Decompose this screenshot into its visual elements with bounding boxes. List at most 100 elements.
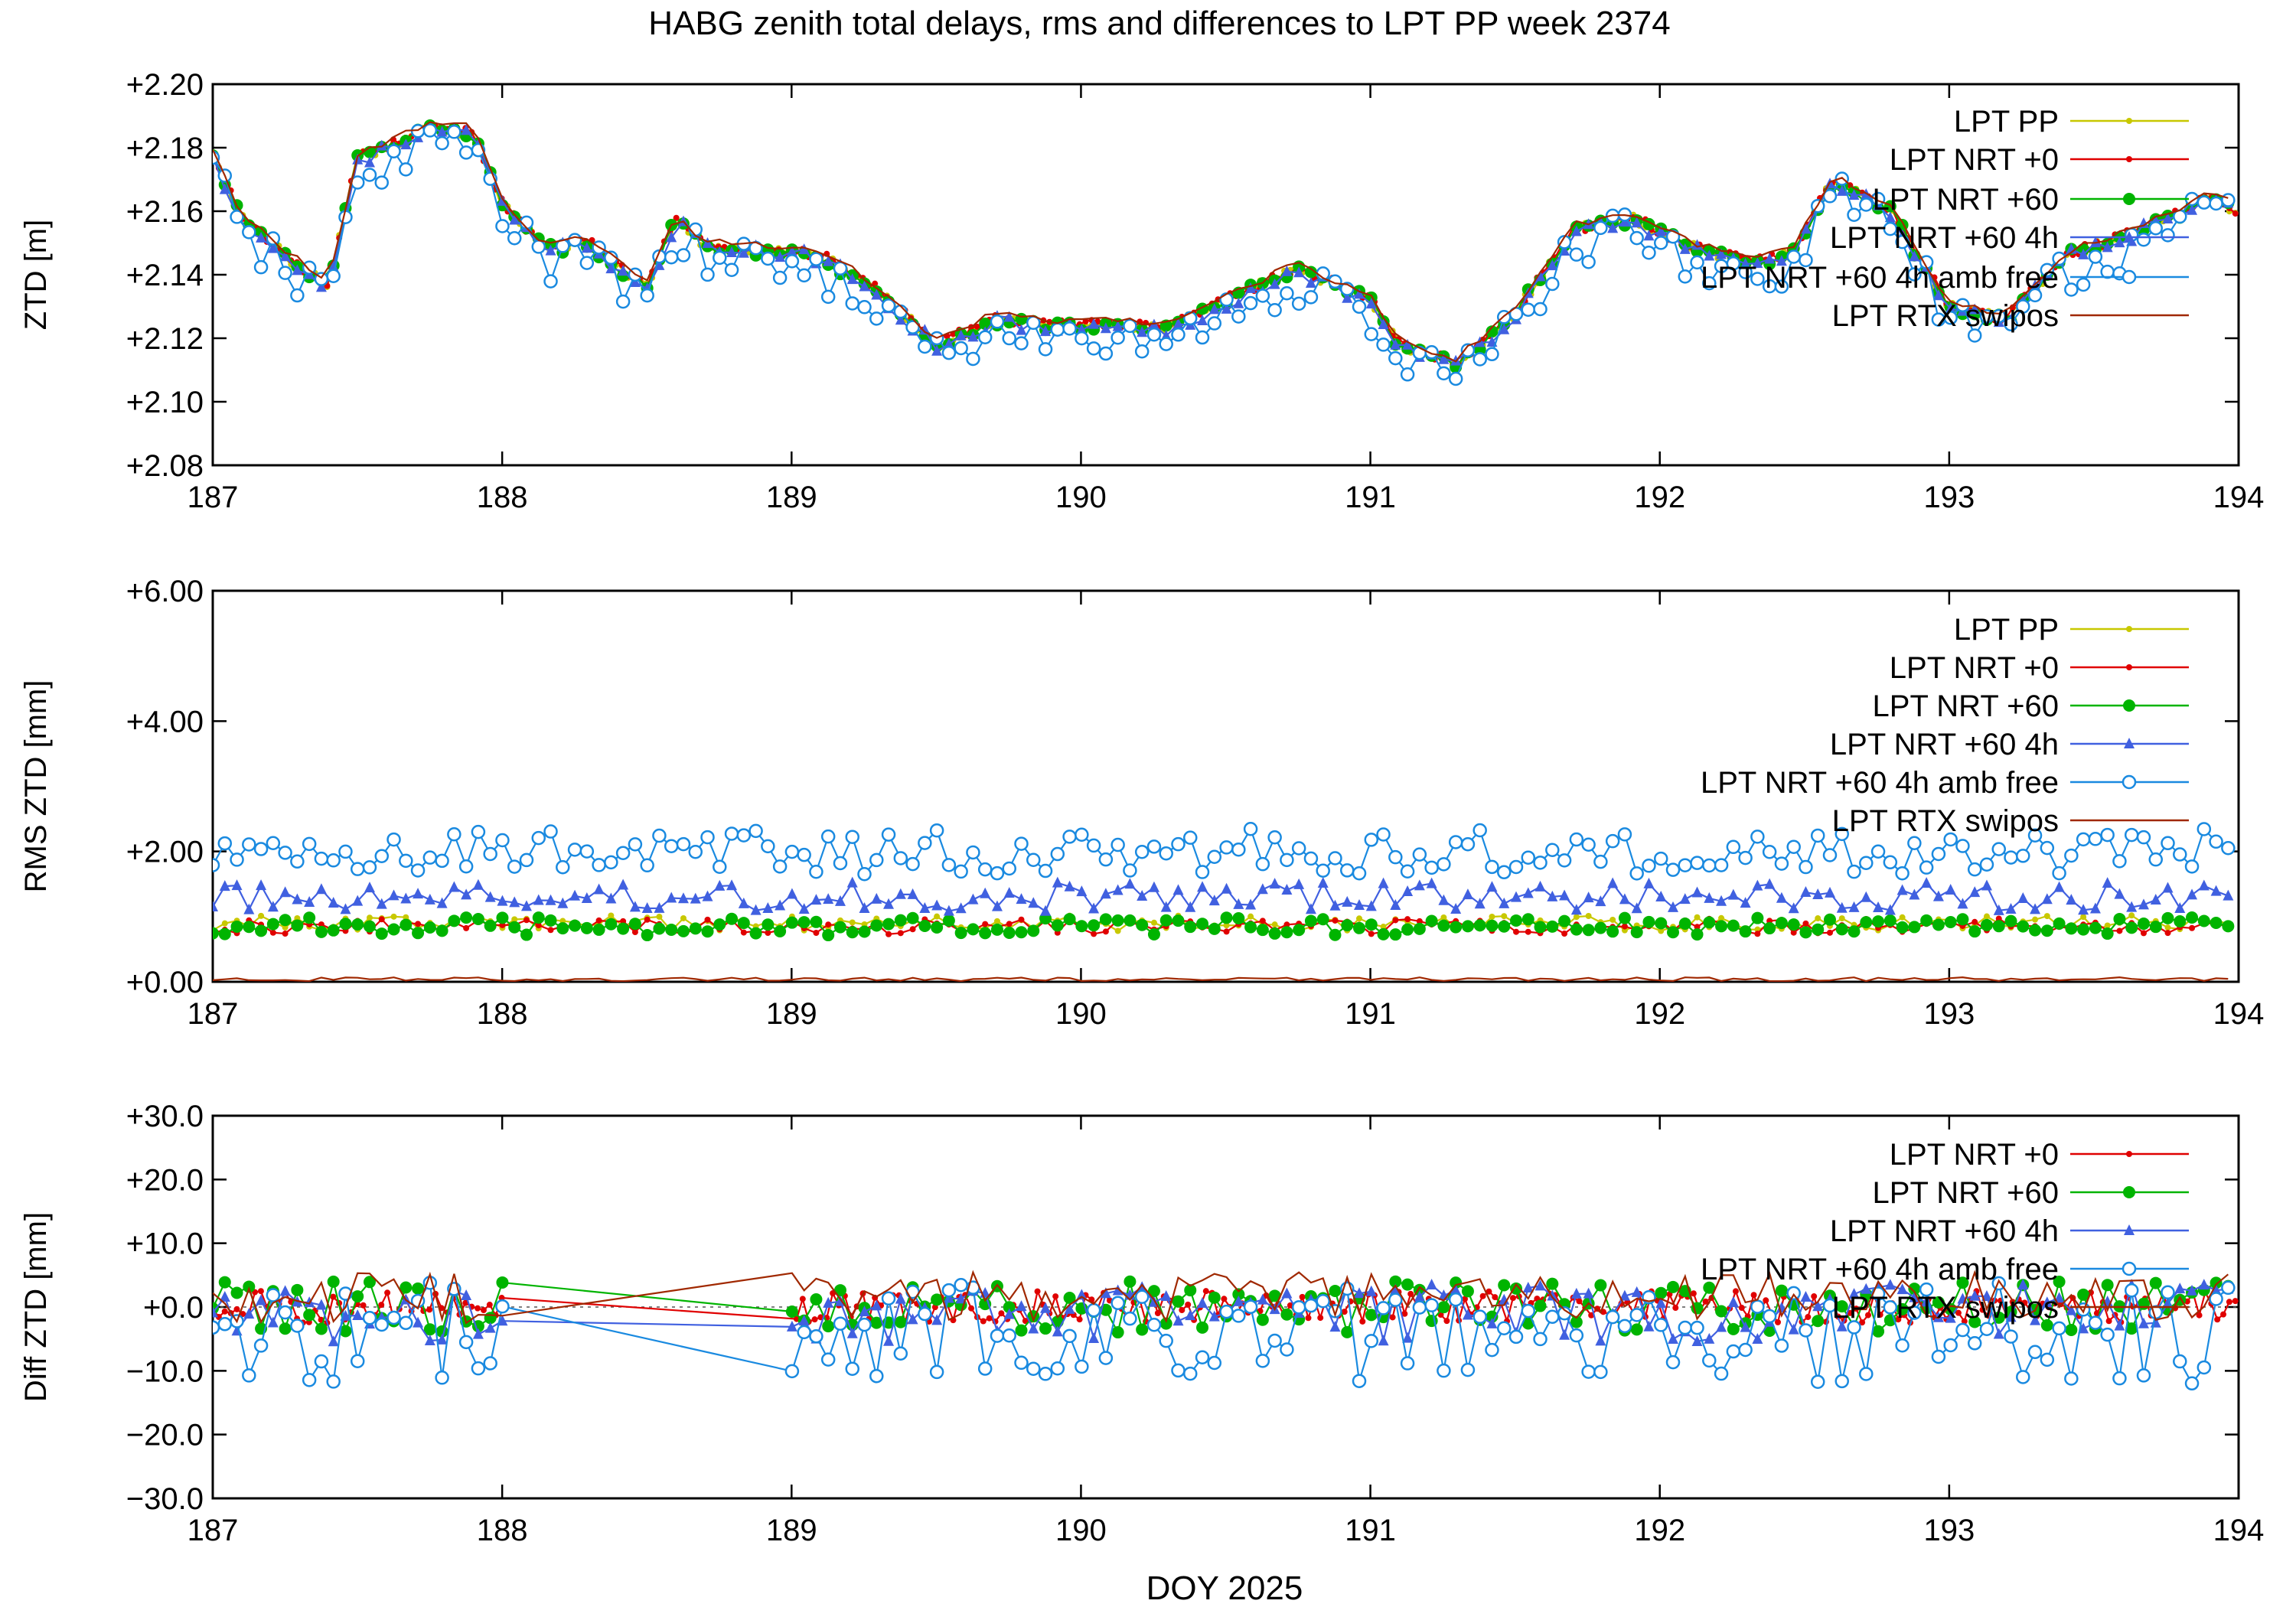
data-point	[628, 918, 641, 931]
data-point	[702, 890, 713, 901]
data-point	[1508, 859, 1524, 875]
data-point	[1223, 922, 1230, 929]
data-point	[1788, 1323, 1799, 1335]
data-point	[1621, 923, 1628, 930]
data-point	[1812, 923, 1825, 936]
data-point	[786, 1320, 797, 1332]
data-point	[1219, 292, 1234, 307]
data-point	[1159, 914, 1172, 927]
data-point	[448, 881, 460, 892]
data-point	[1354, 1287, 1365, 1299]
series-lpt-nrt-plus60	[213, 911, 2235, 942]
data-point	[2174, 902, 2186, 914]
data-point	[2174, 915, 2187, 928]
data-point	[834, 895, 846, 906]
data-point	[1513, 928, 1520, 935]
data-point	[1414, 1290, 1425, 1302]
data-point	[833, 921, 846, 934]
series-lpt-rtx-swipos	[213, 1270, 2229, 1325]
data-point	[2066, 1304, 2077, 1315]
data-point	[1558, 914, 1571, 927]
data-point	[941, 345, 957, 360]
data-point	[1836, 901, 1848, 913]
data-point	[893, 851, 908, 865]
x-tick-label: 192	[1634, 997, 1685, 1031]
data-point	[218, 927, 231, 940]
data-point	[1860, 916, 1873, 929]
data-point	[1727, 1322, 1740, 1335]
data-point	[384, 1289, 391, 1296]
data-point	[1848, 901, 1860, 912]
data-point	[535, 922, 542, 929]
data-point	[1631, 902, 1642, 914]
data-point	[1979, 1322, 1994, 1337]
data-point	[1907, 267, 1922, 282]
data-point	[1231, 842, 1246, 857]
data-point	[1207, 316, 1222, 331]
data-point	[1581, 255, 1596, 269]
data-point	[869, 311, 884, 326]
data-point	[786, 888, 797, 899]
data-point	[2100, 1327, 2115, 1342]
data-point	[1172, 1295, 1185, 1308]
legend-marker	[2122, 774, 2137, 790]
data-point	[1702, 858, 1717, 873]
data-point	[2226, 1299, 2232, 1305]
data-point	[1018, 916, 1025, 923]
data-point	[1908, 1283, 1921, 1296]
data-point	[1412, 1300, 1427, 1315]
data-point	[1365, 298, 1377, 309]
data-point	[1774, 856, 1789, 871]
data-point	[640, 288, 654, 303]
data-point	[2016, 1370, 2030, 1384]
data-point	[458, 1335, 474, 1350]
data-point	[1545, 1309, 1560, 1324]
data-point	[811, 1316, 818, 1323]
data-point	[1838, 915, 1845, 922]
data-point	[785, 916, 798, 929]
data-point	[1859, 1319, 1866, 1326]
data-point	[1522, 1281, 1534, 1292]
data-point	[1815, 915, 1821, 922]
data-point	[1486, 881, 1498, 892]
data-point	[256, 231, 267, 243]
data-point	[2187, 888, 2198, 900]
data-point	[520, 928, 533, 941]
data-point	[1486, 325, 1499, 338]
data-point	[519, 852, 534, 868]
data-point	[1521, 850, 1536, 865]
data-point	[1752, 879, 1763, 891]
data-point	[1231, 309, 1246, 324]
data-point	[388, 889, 400, 901]
data-point	[1679, 893, 1691, 905]
data-point	[822, 929, 835, 942]
data-point	[422, 123, 438, 138]
data-point	[1521, 1317, 1534, 1330]
data-point	[954, 864, 968, 879]
data-point	[993, 918, 1000, 924]
data-point	[845, 830, 859, 844]
data-point	[1909, 1291, 1920, 1302]
data-point	[1877, 1312, 1883, 1319]
data-point	[1050, 846, 1065, 862]
data-point	[941, 858, 957, 872]
data-point	[809, 252, 823, 266]
data-point	[1006, 921, 1013, 927]
data-point	[1473, 1309, 1487, 1324]
data-point	[784, 844, 800, 859]
data-point	[1595, 1335, 1606, 1346]
data-point	[1486, 1310, 1499, 1323]
data-point	[2210, 885, 2222, 896]
data-point	[629, 901, 641, 912]
data-point	[2136, 1368, 2151, 1383]
data-point	[966, 351, 980, 367]
data-point	[364, 882, 375, 893]
data-point	[330, 1293, 337, 1300]
data-point	[990, 865, 1005, 881]
data-point	[1380, 924, 1387, 931]
data-point	[242, 1368, 256, 1383]
data-point	[1617, 1319, 1632, 1334]
x-tick-label: 192	[1634, 1514, 1685, 1547]
data-point	[278, 266, 292, 280]
data-point	[376, 898, 387, 909]
